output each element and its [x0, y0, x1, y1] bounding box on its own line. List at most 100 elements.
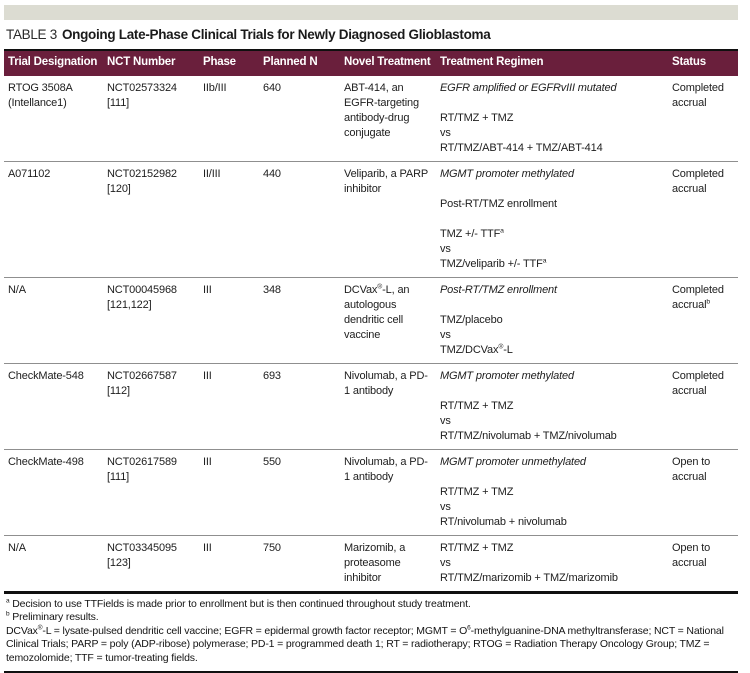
- regimen-line: RT/TMZ/nivolumab + TMZ/nivolumab: [440, 429, 665, 444]
- cell-trial-designation: N/A: [4, 277, 103, 363]
- text-segment: vs: [440, 329, 451, 341]
- text-segment: EGFR amplified or EGFRvIII mutated: [440, 82, 616, 94]
- column-header-4: Planned N: [259, 50, 340, 76]
- regimen-line: vs: [440, 242, 665, 257]
- regimen-line: RT/TMZ + TMZ: [440, 111, 665, 126]
- cell-status: Completed accrual: [668, 363, 738, 449]
- text-segment: RT/TMZ/ABT-414 + TMZ/ABT-414: [440, 142, 603, 154]
- text-segment: Decision to use TTFields is made prior t…: [9, 598, 470, 610]
- regimen-condition-line: MGMT promoter methylated: [440, 167, 665, 182]
- regimen-line: RT/TMZ/marizomib + TMZ/marizomib: [440, 571, 665, 586]
- regimen-line: RT/nivolumab + nivolumab: [440, 515, 665, 530]
- cell-planned-n: 550: [259, 449, 340, 535]
- cell-treatment-regimen: MGMT promoter methylated Post-RT/TMZ enro…: [436, 161, 668, 277]
- text-segment: vs: [440, 243, 451, 255]
- table-body: RTOG 3508A (Intellance1)NCT02573324 [111…: [4, 76, 738, 591]
- footnote: a Decision to use TTFields is made prior…: [6, 598, 736, 612]
- table-title: Ongoing Late-Phase Clinical Trials for N…: [62, 27, 491, 42]
- regimen-line: TMZ/placebo: [440, 313, 665, 328]
- text-segment: TMZ/veliparib +/- TTF: [440, 258, 543, 270]
- text-segment: Marizomib, a proteasome inhibitor: [344, 542, 405, 584]
- cell-nct-number: NCT02573324 [111]: [103, 76, 199, 162]
- cell-phase: III: [199, 535, 259, 591]
- text-segment: vs: [440, 501, 451, 513]
- text-segment: Nivolumab, a PD-1 antibody: [344, 370, 428, 397]
- cell-nct-number: NCT02152982 [120]: [103, 161, 199, 277]
- cell-status: Open to accrual: [668, 535, 738, 591]
- cell-trial-designation: CheckMate-548: [4, 363, 103, 449]
- text-segment: MGMT promoter unmethylated: [440, 456, 586, 468]
- cell-planned-n: 440: [259, 161, 340, 277]
- footnote: DCVax®-L = lysate-pulsed dendritic cell …: [6, 625, 736, 666]
- cell-planned-n: 750: [259, 535, 340, 591]
- cell-planned-n: 640: [259, 76, 340, 162]
- cell-phase: III: [199, 449, 259, 535]
- regimen-line: vs: [440, 414, 665, 429]
- text-segment: Post-RT/TMZ enrollment: [440, 198, 557, 210]
- text-segment: Open to accrual: [672, 542, 710, 569]
- regimen-line: vs: [440, 556, 665, 571]
- cell-nct-number: NCT00045968 [121,122]: [103, 277, 199, 363]
- cell-planned-n: 348: [259, 277, 340, 363]
- cell-phase: III: [199, 277, 259, 363]
- cell-trial-designation: CheckMate-498: [4, 449, 103, 535]
- text-segment: Preliminary results.: [9, 611, 98, 623]
- cell-planned-n: 693: [259, 363, 340, 449]
- regimen-line: vs: [440, 328, 665, 343]
- footnote: b Preliminary results.: [6, 611, 736, 625]
- superscript: a: [500, 227, 504, 234]
- regimen-condition-line: MGMT promoter unmethylated: [440, 455, 665, 470]
- text-segment: DCVax: [344, 284, 377, 296]
- cell-status: Open to accrual: [668, 449, 738, 535]
- text-segment: Nivolumab, a PD-1 antibody: [344, 456, 428, 483]
- cell-nct-number: NCT02667587 [112]: [103, 363, 199, 449]
- column-header-7: Status: [668, 50, 738, 76]
- footnotes: a Decision to use TTFields is made prior…: [4, 591, 738, 673]
- regimen-line: RT/TMZ + TMZ: [440, 541, 665, 556]
- table-row: RTOG 3508A (Intellance1)NCT02573324 [111…: [4, 76, 738, 162]
- text-segment: -L = lysate-pulsed dendritic cell vaccin…: [42, 625, 467, 637]
- cell-trial-designation: RTOG 3508A (Intellance1): [4, 76, 103, 162]
- text-segment: TMZ/placebo: [440, 314, 503, 326]
- cell-trial-designation: A071102: [4, 161, 103, 277]
- cell-phase: IIb/III: [199, 76, 259, 162]
- cell-nct-number: NCT03345095 [123]: [103, 535, 199, 591]
- cell-novel-treatment: ABT-414, an EGFR-targeting antibody-drug…: [340, 76, 436, 162]
- regimen-condition-line: MGMT promoter methylated: [440, 369, 665, 384]
- text-segment: Veliparib, a PARP inhibitor: [344, 168, 428, 195]
- text-segment: RT/TMZ/marizomib + TMZ/marizomib: [440, 572, 618, 584]
- column-header-3: Phase: [199, 50, 259, 76]
- cell-nct-number: NCT02617589 [111]: [103, 449, 199, 535]
- text-segment: Post-RT/TMZ enrollment: [440, 284, 557, 296]
- cell-novel-treatment: DCVax®-L, an autologous dendritic cell v…: [340, 277, 436, 363]
- text-segment: ABT-414, an EGFR-targeting antibody-drug…: [344, 82, 419, 139]
- text-segment: RT/nivolumab + nivolumab: [440, 516, 567, 528]
- cell-treatment-regimen: Post-RT/TMZ enrollment TMZ/placebo vs TMZ/D…: [436, 277, 668, 363]
- regimen-condition-line: EGFR amplified or EGFRvIII mutated: [440, 81, 665, 96]
- regimen-line: vs: [440, 126, 665, 141]
- text-segment: Completed accrual: [672, 168, 724, 195]
- regimen-line: vs: [440, 500, 665, 515]
- text-segment: Completed accrual: [672, 284, 724, 311]
- text-segment: -L: [503, 344, 512, 356]
- text-segment: RT/TMZ + TMZ: [440, 400, 513, 412]
- text-segment: TMZ/DCVax: [440, 344, 498, 356]
- regimen-line: RT/TMZ + TMZ: [440, 399, 665, 414]
- cell-trial-designation: N/A: [4, 535, 103, 591]
- text-segment: RT/TMZ/nivolumab + TMZ/nivolumab: [440, 430, 617, 442]
- text-segment: DCVax: [6, 625, 38, 637]
- cell-novel-treatment: Nivolumab, a PD-1 antibody: [340, 449, 436, 535]
- text-segment: Completed accrual: [672, 82, 724, 109]
- text-segment: Open to accrual: [672, 456, 710, 483]
- text-segment: Completed accrual: [672, 370, 724, 397]
- text-segment: RT/TMZ + TMZ: [440, 112, 513, 124]
- cell-status: Completed accrual: [668, 76, 738, 162]
- column-header-1: Trial Designation: [4, 50, 103, 76]
- regimen-condition-line: Post-RT/TMZ enrollment: [440, 283, 665, 298]
- cell-status: Completed accrual: [668, 161, 738, 277]
- text-segment: MGMT promoter methylated: [440, 370, 574, 382]
